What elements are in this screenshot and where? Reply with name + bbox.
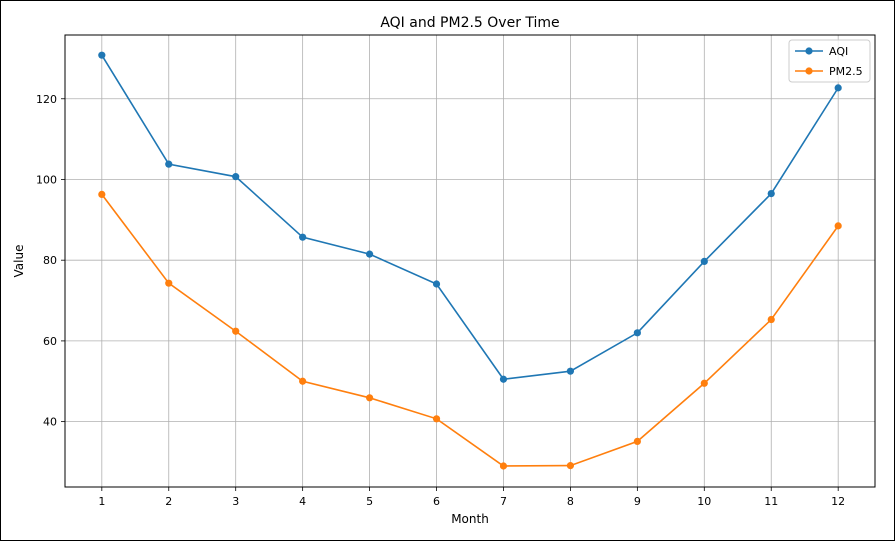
pm25-point <box>365 394 374 402</box>
y-tick-label: 40 <box>43 416 57 429</box>
aqi-point <box>700 257 708 266</box>
pm25-point <box>98 190 106 199</box>
legend: AQI PM2.5 <box>788 39 871 83</box>
legend-aqi-label: AQI <box>829 45 848 58</box>
aqi-point <box>299 233 307 241</box>
aqi-line <box>101 54 839 381</box>
aqi-point <box>365 250 374 258</box>
pm25-line <box>101 193 839 467</box>
pm25-point <box>299 377 307 385</box>
aqi-point <box>834 84 842 92</box>
x-tick-label: 3 <box>232 495 239 508</box>
aqi-point <box>432 280 441 288</box>
x-tick-label: 6 <box>433 495 440 508</box>
aqi-point <box>767 190 775 198</box>
gridlines <box>65 35 875 487</box>
y-axis-label: Value <box>12 245 26 278</box>
x-tick-label: 10 <box>697 495 711 508</box>
series-layer <box>98 51 842 470</box>
x-tick-label: 2 <box>165 495 172 508</box>
aqi-point <box>633 329 641 337</box>
pm25-point <box>432 415 441 423</box>
x-tick-label: 8 <box>567 495 574 508</box>
pm25-point <box>700 379 708 387</box>
aqi-point <box>98 51 106 59</box>
pm25-point <box>767 315 775 324</box>
x-tick-label: 9 <box>634 495 641 508</box>
y-tick-label: 100 <box>36 173 57 186</box>
chart-title: AQI and PM2.5 Over Time <box>380 15 559 31</box>
legend-pm25-label: PM2.5 <box>829 65 863 78</box>
x-tick-label: 7 <box>500 495 507 508</box>
x-tick-label: 5 <box>366 495 373 508</box>
plot-area-frame <box>64 34 876 488</box>
x-tick-label: 11 <box>764 495 778 508</box>
aqi-point <box>499 375 508 383</box>
legend-pm25-marker <box>805 67 813 75</box>
pm25-point <box>633 437 641 445</box>
x-tick-label: 1 <box>98 495 105 508</box>
pm25-point <box>499 462 508 470</box>
legend-aqi-marker <box>805 47 813 55</box>
x-tick-label: 4 <box>299 495 306 508</box>
x-axis-label: Month <box>451 512 489 526</box>
aqi-point <box>165 160 173 168</box>
y-tick-label: 60 <box>43 335 57 348</box>
pm25-point <box>834 222 842 230</box>
x-axis-ticks: 1 2 3 4 5 6 7 8 9 10 11 12 <box>98 487 845 508</box>
pm25-point <box>165 279 173 287</box>
pm25-point <box>232 327 240 335</box>
y-tick-label: 120 <box>36 93 57 106</box>
x-tick-label: 12 <box>831 495 845 508</box>
aqi-point <box>232 173 240 181</box>
pm25-point <box>566 462 575 470</box>
aqi-point <box>566 367 575 375</box>
y-tick-label: 80 <box>43 254 57 267</box>
y-axis-ticks: 40 60 80 100 120 <box>36 93 65 429</box>
